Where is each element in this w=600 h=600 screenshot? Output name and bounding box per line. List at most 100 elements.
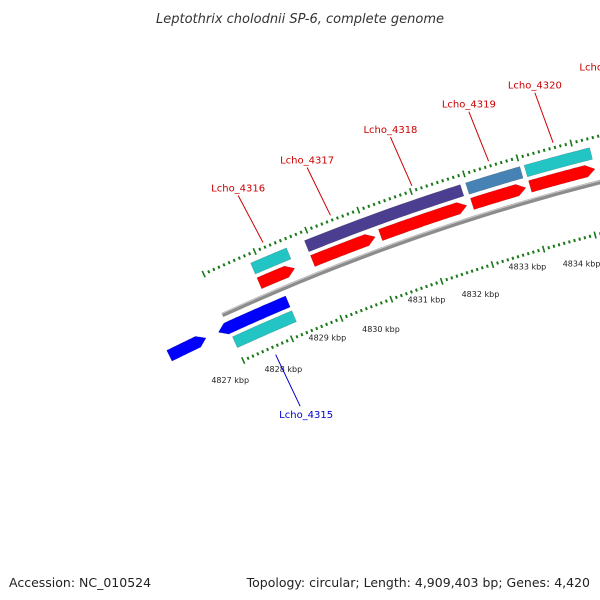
inner-ruler-tick <box>506 258 510 262</box>
inner-ruler-tick <box>364 306 368 311</box>
inner-ruler-tick <box>354 310 358 315</box>
inner-ruler-tick <box>415 288 418 292</box>
outer-ruler-tick <box>330 218 334 222</box>
ruler-ticks <box>201 134 600 364</box>
inner-ruler-tick <box>325 322 329 327</box>
outer-ruler-tick <box>515 154 520 162</box>
gene-label: Lcho_4318 <box>363 125 417 136</box>
outer-ruler-tick <box>596 134 600 138</box>
outer-ruler-tick <box>489 164 492 168</box>
inner-ruler-tick <box>490 261 495 269</box>
outer-ruler-tick <box>383 198 387 203</box>
outer-ruler-tick <box>409 187 413 195</box>
backbone-highlight <box>221 180 600 315</box>
inner-ruler-tick <box>389 295 394 303</box>
inner-ruler-tick <box>593 231 597 239</box>
inner-ruler-tick <box>394 295 398 300</box>
outer-ruler-tick <box>248 251 252 256</box>
gene-label: Lcho_4315 <box>279 410 333 421</box>
outer-ruler-tick <box>441 179 445 183</box>
forward-cds-box <box>523 147 593 178</box>
outer-ruler-tick <box>227 260 231 265</box>
outer-ruler-tick <box>222 263 226 267</box>
outer-ruler-tick <box>569 139 573 147</box>
outer-ruler-tick <box>278 238 282 243</box>
inner-ruler-tick <box>295 334 299 339</box>
outer-ruler-tick <box>232 258 236 263</box>
forward-gene-arrow <box>528 165 596 193</box>
outer-ruler-tick <box>377 200 381 205</box>
inner-ruler-tick <box>455 274 459 278</box>
outer-ruler-tick <box>207 269 211 274</box>
inner-ruler-tick <box>588 234 592 239</box>
kbp-label: 4827 kbp <box>211 376 249 385</box>
genome-summary-text: Topology: circular; Length: 4,909,403 bp… <box>246 575 590 590</box>
outer-ruler-tick <box>289 234 293 239</box>
inner-ruler-tick <box>465 271 469 275</box>
gene-label: Lcho_4316 <box>211 183 265 194</box>
inner-ruler-tick <box>349 312 353 317</box>
outer-ruler-tick <box>335 216 339 220</box>
inner-ruler-tick <box>339 314 344 322</box>
inner-ruler-tick <box>420 286 423 291</box>
outer-ruler-tick <box>430 182 434 187</box>
forward-cds-box <box>250 247 292 275</box>
outer-ruler-tick <box>467 170 471 175</box>
outer-ruler-tick <box>351 210 355 214</box>
kbp-label: 4828 kbp <box>264 365 302 374</box>
outer-ruler-tick <box>237 256 241 260</box>
inner-ruler-tick <box>450 276 454 280</box>
inner-ruler-tick <box>256 352 260 356</box>
inner-ruler-tick <box>552 244 556 248</box>
inner-ruler-tick <box>246 356 250 361</box>
outer-ruler-tick <box>553 145 557 150</box>
gene-features <box>166 147 600 362</box>
outer-ruler-tick <box>446 177 450 181</box>
outer-ruler-tick <box>393 195 397 199</box>
gene-label: Lcho_4321 <box>579 63 600 74</box>
outer-ruler-tick <box>362 206 366 210</box>
inner-ruler-tick <box>399 293 403 298</box>
inner-ruler-tick <box>335 318 338 323</box>
inner-ruler-tick <box>379 301 383 305</box>
gene-label-leader <box>534 92 554 143</box>
backbone-line <box>221 179 600 318</box>
outer-ruler-tick <box>268 243 272 247</box>
gene-label: Lcho_4319 <box>442 100 496 111</box>
inner-ruler-tick <box>567 240 571 244</box>
inner-ruler-tick <box>305 330 309 335</box>
map-title: Leptothrix cholodnii SP-6, complete geno… <box>156 12 444 27</box>
outer-ruler-tick <box>586 137 589 141</box>
outer-ruler-tick <box>212 267 216 272</box>
inner-ruler-tick <box>547 245 551 250</box>
inner-ruler-tick <box>516 254 520 259</box>
outer-ruler-tick <box>548 147 551 151</box>
inner-ruler-tick <box>501 259 505 264</box>
kbp-label: 4829 kbp <box>308 333 346 342</box>
inner-ruler-tick <box>425 284 428 289</box>
gene-labels: Lcho_4315 Lcho_4316 Lcho_4317 Lcho_4318 Lcho… <box>211 63 600 422</box>
outer-ruler-tick <box>537 150 541 154</box>
inner-ruler-tick <box>300 332 304 337</box>
outer-ruler-tick <box>294 232 298 237</box>
outer-ruler-tick <box>457 173 460 178</box>
inner-ruler-tick <box>578 237 582 241</box>
outer-ruler-tick <box>252 247 257 256</box>
outer-ruler-tick <box>263 245 267 249</box>
outer-ruler-tick <box>201 270 206 278</box>
outer-ruler-tick <box>591 135 595 140</box>
outer-ruler-tick <box>325 220 329 224</box>
inner-ruler-tick <box>521 253 525 257</box>
inner-ruler-tick <box>496 261 499 265</box>
outer-ruler-tick <box>414 187 418 192</box>
reverse-gene-arrow <box>166 336 207 362</box>
outer-ruler-tick <box>299 230 303 235</box>
inner-ruler-tick <box>460 272 464 277</box>
inner-ruler-tick <box>359 308 363 313</box>
outer-ruler-tick <box>320 222 324 226</box>
inner-ruler-tick <box>475 267 479 272</box>
outer-ruler-tick <box>273 241 277 245</box>
gene-label-leader <box>468 111 490 162</box>
kbp-label: 4832 kbp <box>462 290 500 299</box>
inner-ruler-tick <box>270 345 274 350</box>
